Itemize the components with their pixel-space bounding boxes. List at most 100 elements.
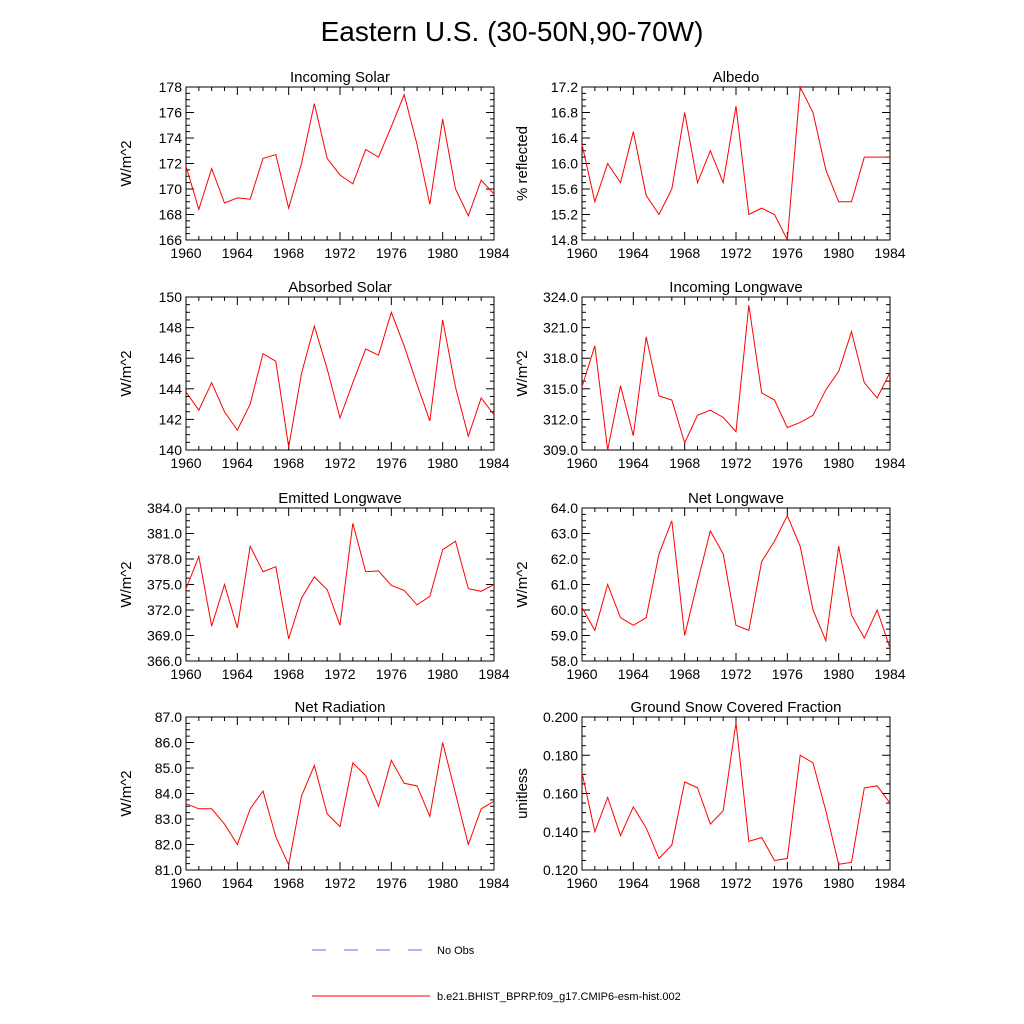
x-tick-label: 1972 (720, 875, 751, 891)
series-line (185, 523, 495, 640)
y-tick-label: 369.0 (147, 628, 182, 644)
y-axis-label: W/m^2 (118, 140, 135, 186)
x-tick-label: 1960 (170, 875, 201, 891)
x-tick-label: 1964 (618, 245, 649, 261)
x-tick-label: 1984 (478, 666, 509, 682)
y-tick-label: 81.0 (155, 862, 182, 878)
y-tick-label: 0.160 (543, 786, 578, 802)
x-tick-label: 1960 (566, 875, 597, 891)
x-tick-label: 1968 (669, 455, 700, 471)
x-tick-label: 1984 (874, 666, 905, 682)
x-tick-label: 1972 (720, 666, 751, 682)
y-tick-label: 170 (159, 181, 183, 197)
y-tick-label: 321.0 (543, 320, 578, 336)
x-tick-label: 1976 (772, 875, 803, 891)
y-tick-label: 87.0 (155, 709, 182, 725)
x-tick-label: 1976 (376, 875, 407, 891)
x-tick-label: 1976 (772, 455, 803, 471)
y-axis-label: unitless (514, 768, 531, 819)
y-tick-label: 15.6 (551, 181, 578, 197)
x-tick-label: 1968 (273, 455, 304, 471)
panel-7: Ground Snow Covered Fraction unitless 1960… (514, 699, 906, 891)
y-tick-label: 312.0 (543, 411, 578, 427)
x-tick-label: 1980 (823, 875, 854, 891)
y-tick-label: 378.0 (147, 551, 182, 567)
y-tick-label: 0.200 (543, 709, 578, 725)
y-tick-label: 0.180 (543, 747, 578, 763)
x-tick-label: 1976 (376, 666, 407, 682)
y-tick-label: 58.0 (551, 653, 578, 669)
y-axis-label: W/m^2 (118, 770, 135, 816)
x-tick-label: 1960 (170, 245, 201, 261)
series-line (185, 310, 495, 448)
panel-6: Net Radiation W/m^2 1960 1964 1968 1972 1976 19… (118, 699, 510, 891)
x-tick-label: 1972 (324, 245, 355, 261)
panel-title: Incoming Longwave (669, 279, 802, 296)
y-tick-label: 16.0 (551, 156, 578, 172)
y-tick-label: 85.0 (155, 760, 182, 776)
x-tick-label: 1960 (170, 455, 201, 471)
x-tick-label: 1968 (669, 245, 700, 261)
y-tick-label: 176 (159, 105, 183, 121)
y-tick-label: 168 (159, 207, 183, 223)
y-tick-label: 63.0 (551, 526, 578, 542)
y-tick-label: 372.0 (147, 602, 182, 618)
panel-title: Albedo (713, 69, 760, 86)
y-tick-label: 315.0 (543, 381, 578, 397)
y-tick-label: 309.0 (543, 442, 578, 458)
panel-4: Emitted Longwave W/m^2 1960 1964 1968 1972 197… (118, 490, 510, 682)
series-line (581, 514, 891, 649)
x-tick-label: 1984 (478, 245, 509, 261)
panel-title: Emitted Longwave (278, 490, 401, 507)
x-tick-label: 1980 (823, 455, 854, 471)
x-tick-label: 1968 (273, 875, 304, 891)
x-tick-label: 1976 (772, 245, 803, 261)
y-tick-label: 142 (159, 411, 183, 427)
y-tick-label: 64.0 (551, 500, 578, 516)
x-tick-label: 1964 (222, 455, 253, 471)
x-tick-label: 1968 (669, 666, 700, 682)
x-tick-label: 1972 (720, 455, 751, 471)
legend-model-label: b.e21.BHIST_BPRP.f09_g17.CMIP6-esm-hist.… (437, 991, 681, 1003)
panel-title: Ground Snow Covered Fraction (631, 699, 842, 716)
y-tick-label: 83.0 (155, 811, 182, 827)
legend-obs-label: No Obs (437, 945, 475, 957)
y-axis-label: W/m^2 (118, 350, 135, 396)
x-tick-label: 1980 (427, 455, 458, 471)
y-tick-label: 86.0 (155, 735, 182, 751)
y-tick-label: 166 (159, 232, 183, 248)
y-tick-label: 146 (159, 350, 183, 366)
y-tick-label: 366.0 (147, 653, 182, 669)
x-tick-label: 1972 (720, 245, 751, 261)
y-tick-label: 172 (159, 156, 183, 172)
series-line (185, 93, 495, 218)
y-tick-label: 174 (159, 130, 183, 146)
y-tick-label: 178 (159, 79, 183, 95)
x-tick-label: 1964 (618, 875, 649, 891)
y-tick-label: 144 (159, 381, 183, 397)
x-tick-label: 1972 (324, 455, 355, 471)
y-tick-label: 16.4 (551, 130, 578, 146)
x-tick-label: 1980 (823, 245, 854, 261)
y-axis-label: W/m^2 (118, 561, 135, 607)
x-tick-label: 1972 (324, 666, 355, 682)
x-tick-label: 1964 (222, 875, 253, 891)
series-line (581, 722, 891, 865)
y-tick-label: 14.8 (551, 232, 578, 248)
x-tick-label: 1980 (823, 666, 854, 682)
panel-title: Incoming Solar (290, 69, 390, 86)
x-tick-label: 1968 (273, 666, 304, 682)
x-tick-label: 1964 (222, 245, 253, 261)
x-tick-label: 1984 (874, 245, 905, 261)
panel-1: Albedo % reflected 1960 1964 1968 1972 1976 198… (514, 69, 906, 261)
x-tick-label: 1984 (478, 455, 509, 471)
legend: No Obs b.e21.BHIST_BPRP.f09_g17.CMIP6-es… (312, 945, 681, 1003)
x-tick-label: 1984 (874, 875, 905, 891)
y-tick-label: 384.0 (147, 500, 182, 516)
x-tick-label: 1976 (376, 455, 407, 471)
y-tick-label: 148 (159, 320, 183, 336)
y-tick-label: 381.0 (147, 526, 182, 542)
x-tick-label: 1960 (566, 666, 597, 682)
x-tick-label: 1980 (427, 666, 458, 682)
panel-0: Incoming Solar W/m^2 1960 1964 1968 1972 1976 1… (118, 69, 510, 261)
